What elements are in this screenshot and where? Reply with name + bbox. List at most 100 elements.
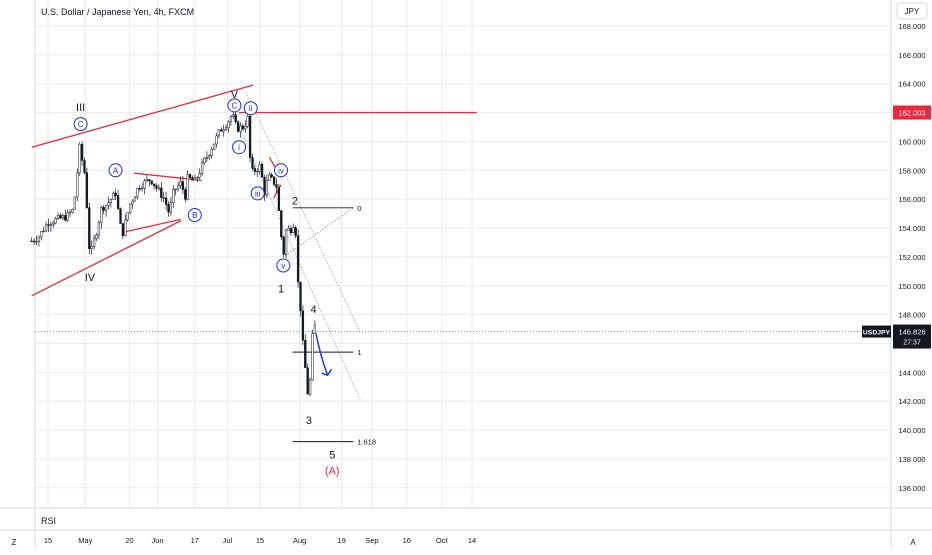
price-tick-label: 142.000 bbox=[898, 397, 925, 406]
candle-body bbox=[133, 196, 137, 202]
candle-body bbox=[126, 212, 129, 221]
trend-line bbox=[273, 184, 282, 199]
trend-lines bbox=[31, 84, 477, 297]
time-tick-label: 20 bbox=[125, 536, 133, 545]
time-axis[interactable]: 15 May 20 Jun 17 Jul 15 Aug 19 Sep 16 Oct 14 bbox=[44, 536, 476, 545]
candle-body bbox=[73, 196, 77, 210]
price-tick-label: 158.000 bbox=[898, 166, 925, 175]
candle-body bbox=[299, 281, 302, 312]
candle-body bbox=[164, 197, 168, 205]
candle-body bbox=[64, 215, 67, 221]
arrow-shaft bbox=[315, 333, 329, 376]
time-tick-label: Aug bbox=[293, 536, 306, 545]
candle-body bbox=[210, 149, 213, 156]
candle-body bbox=[160, 187, 163, 198]
candle-body bbox=[162, 197, 165, 199]
wave-label: C bbox=[78, 120, 84, 129]
candle-body bbox=[244, 126, 247, 130]
candle-body bbox=[172, 188, 175, 203]
time-tick-label: May bbox=[78, 536, 92, 545]
candle-body bbox=[128, 203, 132, 213]
wave-label-circle bbox=[108, 163, 123, 178]
candle-body bbox=[292, 227, 295, 233]
time-tick-label: Sep bbox=[365, 536, 378, 545]
candle-body bbox=[198, 173, 201, 178]
candle-body bbox=[124, 219, 127, 237]
candle-body bbox=[241, 125, 245, 130]
candle-body bbox=[95, 234, 98, 239]
currency-button[interactable]: JPY bbox=[896, 2, 928, 20]
candle-body bbox=[121, 223, 125, 237]
wave-label-circle bbox=[187, 208, 202, 223]
wave-label-circle bbox=[227, 98, 242, 113]
candle-body bbox=[272, 176, 276, 185]
candle-body bbox=[260, 164, 264, 178]
trend-line bbox=[31, 220, 182, 297]
candle-body bbox=[71, 208, 74, 213]
price-tick-label: 144.000 bbox=[898, 368, 925, 377]
candle-body bbox=[181, 181, 185, 190]
candle-body bbox=[246, 115, 249, 127]
wave-label: iii bbox=[255, 189, 261, 198]
candle-body bbox=[212, 143, 216, 150]
timezone-toggle[interactable]: Z bbox=[12, 538, 17, 547]
price-axis[interactable]: 168.000166.000164.000162.000160.000158.0… bbox=[898, 22, 925, 493]
time-tick-label: 17 bbox=[191, 536, 199, 545]
candle-body bbox=[102, 207, 105, 211]
candle-body bbox=[119, 208, 122, 224]
wave-label: 2 bbox=[292, 196, 298, 208]
level-price-tag bbox=[893, 105, 931, 120]
candle-body bbox=[83, 160, 86, 173]
candle-body bbox=[136, 188, 139, 198]
time-tick-label: Jul bbox=[223, 536, 233, 545]
candles bbox=[30, 108, 317, 397]
symbol-tag-text: USDJPY bbox=[863, 330, 891, 337]
candle-body bbox=[109, 199, 113, 203]
price-tags: 162.003 USDJPY 146.826 27:37 bbox=[862, 105, 931, 349]
candle-body bbox=[49, 224, 53, 226]
candle-body bbox=[97, 222, 101, 236]
wave-label: 4 bbox=[311, 304, 317, 316]
candle-body bbox=[78, 144, 81, 174]
fib-label: 1.618 bbox=[357, 438, 376, 447]
wave-label: C bbox=[232, 101, 238, 110]
candle-body bbox=[30, 240, 33, 243]
candle-body bbox=[289, 228, 293, 233]
wave-label: (A) bbox=[325, 465, 340, 477]
candle-body bbox=[232, 114, 235, 117]
candle-body bbox=[68, 211, 72, 214]
candle-body bbox=[275, 184, 278, 188]
candle-body bbox=[227, 121, 230, 129]
price-tick-label: 166.000 bbox=[898, 51, 925, 60]
price-tick-label: 156.000 bbox=[898, 195, 925, 204]
candle-body bbox=[80, 144, 84, 161]
candle-body bbox=[268, 174, 271, 181]
wave-label-circle bbox=[250, 186, 265, 201]
candle-body bbox=[167, 204, 170, 213]
wave-label: 3 bbox=[306, 415, 312, 427]
wave-label: IV bbox=[85, 272, 96, 284]
candle-body bbox=[184, 189, 187, 200]
wave-label: ii bbox=[249, 104, 253, 113]
candle-body bbox=[188, 174, 192, 178]
last-price-tag-text: 146.826 bbox=[898, 328, 925, 337]
time-tick-label: 14 bbox=[468, 536, 476, 545]
rsi-pane-label: RSI bbox=[41, 516, 56, 526]
currency-button-frame[interactable] bbox=[896, 2, 928, 20]
auto-scale-toggle[interactable]: A bbox=[910, 538, 916, 547]
candle-body bbox=[253, 168, 257, 172]
trend-line bbox=[31, 84, 254, 148]
candle-body bbox=[66, 212, 69, 221]
chart-title: U.S. Dollar / Japanese Yen, 4h, FXCM bbox=[41, 7, 194, 17]
channel-line bbox=[245, 92, 361, 333]
candle-body bbox=[236, 121, 240, 132]
candle-body bbox=[191, 177, 194, 181]
currency-label[interactable]: JPY bbox=[905, 7, 920, 16]
candle-body bbox=[138, 188, 141, 190]
price-tick-label: 154.000 bbox=[898, 224, 925, 233]
candle-body bbox=[44, 224, 48, 232]
wave-label: III bbox=[76, 102, 85, 114]
wave-label: i bbox=[238, 143, 240, 152]
candle-body bbox=[76, 172, 79, 198]
